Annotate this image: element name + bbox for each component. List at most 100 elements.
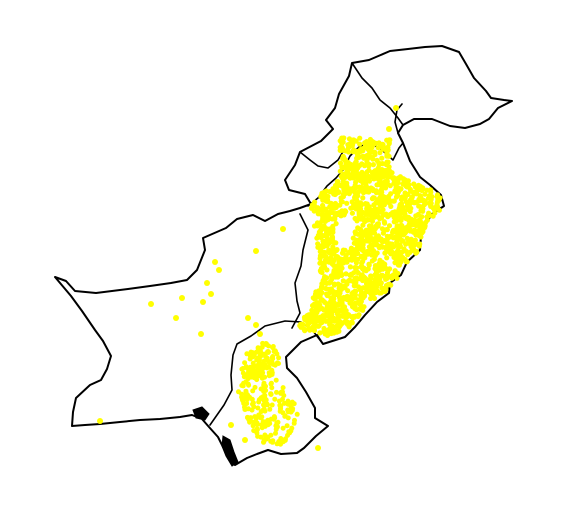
observation-point — [250, 423, 256, 429]
observation-point — [350, 315, 356, 321]
observation-point — [340, 278, 346, 284]
observation-point — [341, 309, 347, 315]
observation-point — [370, 286, 376, 292]
observation-point — [346, 149, 352, 155]
observation-point — [347, 264, 353, 270]
observation-point — [313, 304, 319, 310]
observation-point — [401, 178, 407, 184]
observation-point — [391, 214, 397, 220]
observation-point — [270, 438, 276, 444]
observation-point — [262, 392, 268, 398]
observation-point — [392, 254, 398, 260]
observation-point — [378, 280, 384, 286]
observation-point — [376, 245, 382, 251]
observation-point — [370, 248, 377, 254]
observation-point — [319, 305, 325, 312]
observation-point — [376, 200, 382, 206]
observation-point — [422, 191, 428, 197]
observation-point — [374, 174, 380, 180]
observation-point — [353, 169, 359, 175]
observation-point — [325, 210, 331, 217]
observation-point — [386, 126, 392, 132]
observation-point — [317, 268, 323, 274]
observation-point — [319, 190, 325, 196]
observation-point — [268, 381, 274, 387]
observation-point — [408, 216, 414, 222]
observation-point — [339, 250, 346, 256]
observation-point — [269, 355, 275, 361]
observation-point — [294, 411, 300, 417]
observation-point — [335, 181, 341, 187]
observation-point — [355, 163, 362, 169]
observation-point — [248, 415, 254, 421]
observation-point — [413, 250, 419, 256]
observation-point — [321, 315, 327, 321]
observation-point — [274, 351, 280, 357]
observation-point — [278, 403, 284, 409]
observation-point — [346, 250, 352, 256]
observation-point — [370, 162, 376, 168]
observation-point — [360, 222, 366, 228]
observation-point — [323, 253, 329, 260]
observation-point — [385, 240, 391, 246]
observation-point — [242, 437, 248, 443]
observation-point — [239, 366, 245, 372]
observation-point — [383, 167, 389, 174]
observation-point — [317, 255, 323, 262]
observation-point — [381, 227, 387, 233]
observation-point — [351, 173, 357, 179]
observation-point — [377, 150, 383, 156]
observation-point — [422, 198, 428, 204]
observation-point — [390, 228, 396, 234]
observation-point — [341, 305, 347, 311]
gilgit-baltistan-boundary — [351, 62, 404, 126]
observation-point — [249, 365, 255, 371]
observation-point — [341, 180, 347, 186]
observation-point — [364, 169, 370, 175]
observation-point — [246, 382, 252, 388]
observation-point — [341, 135, 347, 141]
observation-point — [330, 300, 336, 306]
observation-point — [337, 202, 343, 208]
observation-point — [395, 247, 401, 253]
observation-point — [406, 222, 412, 228]
observation-point — [404, 235, 410, 241]
observation-point — [393, 182, 399, 188]
observation-point — [258, 409, 264, 415]
observation-point — [361, 285, 367, 291]
observation-point — [263, 341, 269, 347]
observation-point — [362, 201, 369, 207]
observation-point — [349, 246, 355, 252]
observation-point — [363, 145, 369, 151]
observation-point — [252, 384, 258, 390]
observation-point — [280, 385, 286, 391]
observation-point — [432, 210, 438, 216]
observation-point — [318, 227, 324, 233]
observation-point — [216, 267, 222, 273]
observation-point — [314, 318, 321, 324]
observation-point — [333, 291, 339, 297]
observation-point — [373, 188, 379, 194]
observation-point — [315, 207, 322, 213]
kp-inner-boundary — [299, 149, 345, 169]
observation-point — [323, 331, 329, 337]
observation-point — [347, 320, 354, 326]
observation-point — [265, 402, 270, 408]
observation-point — [337, 168, 343, 174]
observation-point — [411, 200, 417, 206]
observation-point — [270, 345, 276, 351]
observation-point — [360, 180, 366, 186]
observation-point — [398, 217, 404, 223]
observation-point — [348, 272, 354, 278]
observation-point — [346, 256, 353, 262]
observation-point — [318, 289, 324, 295]
observation-point — [331, 281, 337, 287]
observation-point — [332, 200, 338, 207]
observation-point — [364, 206, 370, 212]
observation-point — [315, 211, 321, 217]
observation-point — [336, 189, 342, 195]
observation-point — [352, 265, 358, 271]
observation-point — [266, 370, 272, 376]
observation-point — [403, 241, 409, 247]
observation-point — [272, 415, 278, 421]
